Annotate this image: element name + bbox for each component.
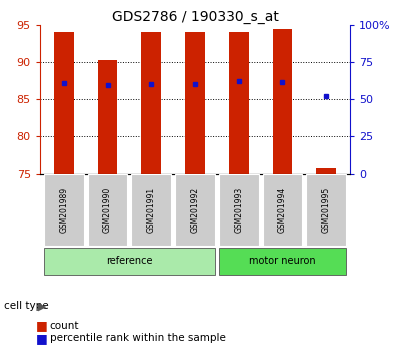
Text: ■: ■ bbox=[36, 319, 48, 332]
Bar bbox=[88, 173, 127, 246]
Title: GDS2786 / 190330_s_at: GDS2786 / 190330_s_at bbox=[111, 10, 279, 24]
Text: GSM201990: GSM201990 bbox=[103, 187, 112, 233]
Bar bbox=[273, 29, 292, 173]
Text: ■: ■ bbox=[36, 332, 48, 344]
Bar bbox=[54, 32, 74, 173]
Text: GSM201994: GSM201994 bbox=[278, 187, 287, 233]
Bar bbox=[141, 32, 161, 173]
Text: GSM201991: GSM201991 bbox=[147, 187, 156, 233]
Text: cell type: cell type bbox=[4, 301, 49, 311]
Bar bbox=[263, 173, 302, 246]
Text: GSM201995: GSM201995 bbox=[322, 187, 331, 233]
Bar bbox=[175, 173, 215, 246]
Bar bbox=[44, 173, 84, 246]
Text: GSM201989: GSM201989 bbox=[59, 187, 68, 233]
Text: percentile rank within the sample: percentile rank within the sample bbox=[50, 333, 226, 343]
Bar bbox=[229, 32, 249, 173]
Text: motor neuron: motor neuron bbox=[249, 256, 316, 266]
Bar bbox=[44, 248, 215, 275]
Text: GSM201992: GSM201992 bbox=[191, 187, 199, 233]
Bar bbox=[185, 32, 205, 173]
Bar bbox=[219, 248, 346, 275]
Bar bbox=[306, 173, 346, 246]
Bar bbox=[98, 61, 117, 173]
Text: ▶: ▶ bbox=[38, 301, 46, 311]
Text: count: count bbox=[50, 321, 79, 331]
Text: GSM201993: GSM201993 bbox=[234, 187, 243, 233]
Bar bbox=[219, 173, 259, 246]
Bar bbox=[131, 173, 171, 246]
Bar bbox=[316, 168, 336, 173]
Text: reference: reference bbox=[106, 256, 153, 266]
